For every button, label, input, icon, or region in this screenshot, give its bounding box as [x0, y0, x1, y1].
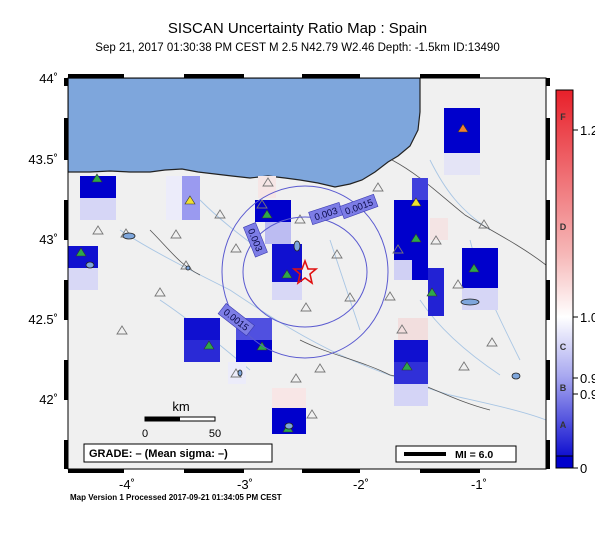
lat-label-43: 43˚ — [39, 232, 58, 247]
lat-label-42-5: 42.5˚ — [28, 312, 58, 327]
colorbar-label-1-0: 1.0 — [580, 310, 595, 325]
scale-bar: km 0 50 — [142, 399, 221, 440]
scale-tick-0: 0 — [142, 428, 148, 440]
mi-legend: MI = 6.0 — [395, 445, 517, 463]
lat-label-43-5: 43.5˚ — [28, 152, 58, 167]
borders — [149, 159, 546, 411]
event-info: Sep 21, 2017 01:30:38 PM CEST M 2.5 N42.… — [95, 42, 500, 54]
lon-label-minus-4: -4˚ — [119, 477, 135, 492]
uncertainty-grid — [68, 108, 498, 434]
map-title: SISCAN Uncertainty Ratio Map : Spain — [167, 20, 428, 37]
grade-letter-b: B — [560, 383, 567, 393]
scale-tick-50: 50 — [209, 428, 221, 440]
contour-lines — [221, 185, 389, 359]
sea-bay-of-biscay — [68, 78, 421, 188]
grade-text: GRADE: – (Mean sigma: –) — [89, 448, 228, 460]
frame-ticks — [64, 74, 550, 473]
grade-letter-c: C — [560, 342, 567, 352]
lon-label-minus-1: -1˚ — [471, 477, 487, 492]
scale-unit: km — [172, 399, 189, 414]
station-triangles-grey — [92, 177, 498, 419]
colorbar: F D C B A 1.2 1.0 0.9 0.9 0 — [555, 89, 595, 476]
lat-label-44: 44˚ — [39, 71, 58, 86]
station-triangles-colored — [75, 123, 480, 433]
colorbar-label-0-9b: 0.9 — [580, 387, 595, 402]
lat-label-42: 42˚ — [39, 392, 58, 407]
epicenter-star — [291, 258, 319, 285]
colorbar-label-1-2: 1.2 — [580, 123, 595, 138]
colorbar-label-0-9a: 0.9 — [580, 371, 595, 386]
latitude-labels: 44˚ 43.5˚ 43˚ 42.5˚ 42˚ — [28, 71, 58, 407]
map-area: 0.003 0.0015 0.003 0.0015 km 0 50 — [68, 78, 546, 469]
lon-label-minus-2: -2˚ — [353, 477, 369, 492]
processing-footer: Map Version 1 Processed 2017-09-21 01:34… — [70, 493, 282, 502]
mi-text: MI = 6.0 — [455, 449, 493, 461]
lakes — [85, 232, 521, 430]
lon-label-minus-3: -3˚ — [237, 477, 253, 492]
longitude-labels: -4˚ -3˚ -2˚ -1˚ — [119, 477, 487, 492]
grade-letter-f: F — [560, 112, 566, 122]
grade-letter-d: D — [560, 222, 567, 232]
colorbar-label-0: 0 — [580, 461, 587, 476]
grade-box: GRADE: – (Mean sigma: –) — [83, 443, 273, 463]
contour-labels: 0.003 0.0015 0.003 0.0015 — [217, 193, 379, 337]
grade-letter-a: A — [560, 420, 567, 430]
